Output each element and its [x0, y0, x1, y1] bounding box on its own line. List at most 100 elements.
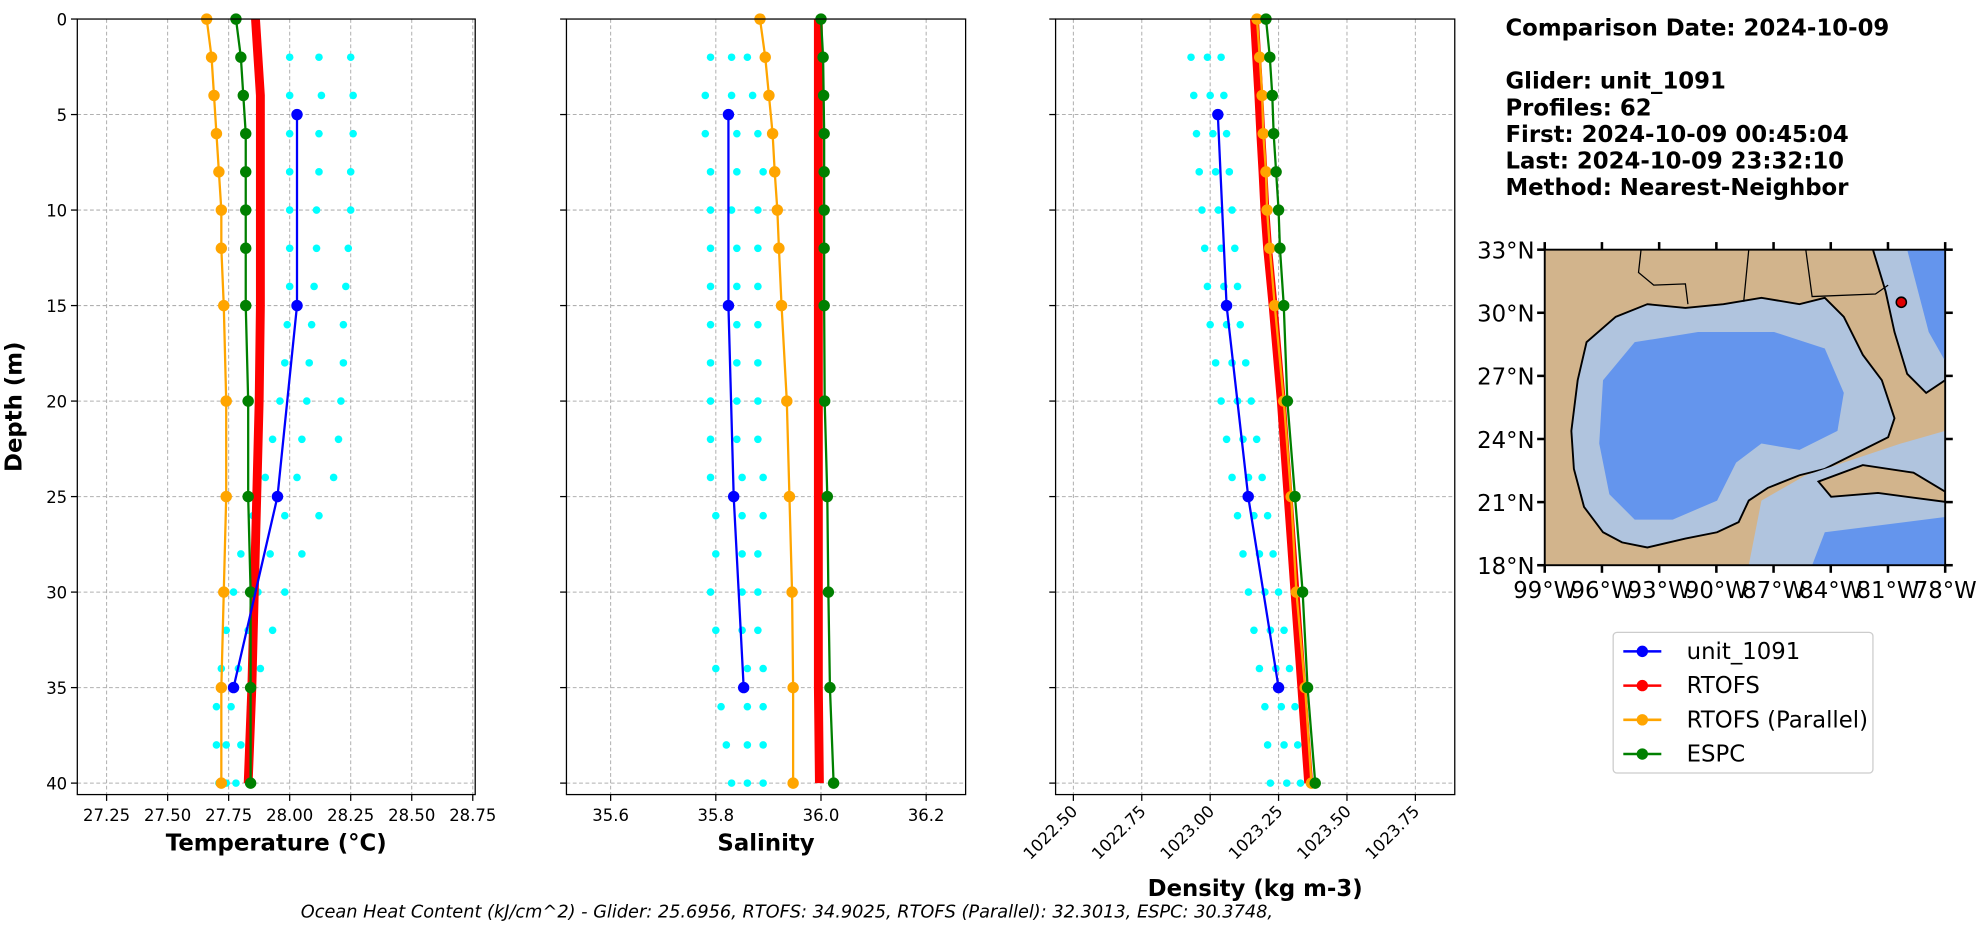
- x-tick-label: 28.50: [388, 806, 435, 825]
- glider-obs: [334, 435, 343, 444]
- glider-obs: [733, 129, 741, 138]
- glider-obs: [743, 779, 752, 787]
- series-marker: [240, 299, 252, 312]
- glider-obs: [285, 129, 294, 138]
- info-line: First: 2024-10-09 00:45:04: [1505, 122, 1848, 148]
- series-marker: [215, 681, 228, 694]
- glider-obs: [1293, 741, 1302, 749]
- glider-obs: [1203, 282, 1212, 291]
- glider-obs: [733, 168, 741, 176]
- info-line: Comparison Date: 2024-10-09: [1505, 16, 1889, 42]
- glider-obs: [1277, 702, 1286, 711]
- series-marker: [824, 681, 836, 694]
- glider-obs: [349, 91, 357, 100]
- glider-obs: [1217, 397, 1225, 405]
- glider-obs: [1222, 129, 1231, 138]
- glider-obs: [1241, 359, 1250, 367]
- glider-obs: [285, 53, 294, 62]
- glider-obs: [717, 702, 725, 711]
- glider-obs: [727, 779, 736, 787]
- series-marker: [271, 490, 284, 503]
- glider-obs: [706, 473, 715, 482]
- series-marker: [763, 89, 775, 102]
- glider-obs: [339, 359, 348, 367]
- series-marker: [1274, 242, 1286, 254]
- legend-marker: [1636, 679, 1649, 692]
- y-tick-label: 10: [46, 201, 67, 220]
- glider-obs: [315, 53, 323, 62]
- series-marker: [1270, 166, 1282, 178]
- x-tick-label: 28.75: [449, 806, 496, 825]
- glider-obs: [266, 550, 274, 558]
- legend-label: RTOFS: [1687, 673, 1760, 699]
- series-marker: [822, 586, 835, 598]
- legend-label: ESPC: [1687, 742, 1746, 768]
- series-marker: [1256, 89, 1268, 102]
- glider-obs: [1291, 702, 1299, 711]
- glider-obs: [759, 702, 767, 711]
- glider-obs: [754, 359, 762, 367]
- glider-obs: [285, 206, 294, 214]
- glider-obs: [1280, 741, 1288, 749]
- series-marker: [205, 51, 218, 63]
- series-marker: [1267, 127, 1280, 140]
- series-marker: [818, 395, 831, 407]
- series-marker: [1220, 299, 1233, 312]
- glider-obs: [738, 473, 746, 482]
- series-marker: [827, 777, 840, 789]
- footer: Ocean Heat Content (kJ/cm^2) - Glider: 2…: [301, 902, 1273, 922]
- y-tick-label: 15: [46, 297, 67, 316]
- glider-obs: [293, 473, 301, 482]
- glider-obs: [743, 741, 752, 749]
- map-base: [1544, 249, 1946, 566]
- glider-obs: [759, 511, 767, 520]
- glider-obs: [1233, 282, 1242, 291]
- glider-obs: [310, 282, 318, 291]
- x-tick-label: 28.25: [327, 806, 374, 825]
- glider-obs: [285, 282, 294, 291]
- glider-obs: [1203, 53, 1212, 62]
- glider-obs: [256, 664, 265, 673]
- glider-obs: [706, 53, 715, 62]
- glider-obs: [283, 320, 292, 329]
- glider-obs: [298, 550, 306, 558]
- glider-obs: [754, 282, 762, 291]
- glider-obs: [342, 282, 350, 291]
- glider-obs: [759, 168, 767, 176]
- series-marker: [727, 490, 740, 503]
- map-lon-label: 87°W: [1742, 578, 1805, 604]
- info-line: Profiles: 62: [1505, 95, 1651, 121]
- map-lat-label: 18°N: [1477, 554, 1534, 580]
- series-marker: [818, 204, 830, 216]
- series-marker: [769, 166, 781, 178]
- glider-obs: [1274, 588, 1283, 596]
- series-marker: [1296, 586, 1309, 598]
- glider-obs: [1200, 244, 1209, 253]
- glider-obs: [349, 129, 357, 138]
- x-axis-label: Density (kg m-3): [1148, 876, 1363, 902]
- map-lon-label: 84°W: [1799, 578, 1862, 604]
- series-marker: [1257, 127, 1269, 140]
- borders: [1805, 249, 1889, 298]
- glider-obs: [346, 53, 355, 62]
- x-axis-label: Salinity: [717, 830, 814, 856]
- glider-obs: [759, 664, 767, 673]
- glider-obs: [285, 244, 294, 253]
- series-marker: [1266, 89, 1278, 102]
- legend-label: RTOFS (Parallel): [1687, 707, 1868, 733]
- x-tick-label: 28.00: [266, 806, 313, 825]
- series-marker: [227, 681, 240, 694]
- glider-obs: [1296, 779, 1305, 787]
- glider-obs: [337, 397, 345, 405]
- glider-obs: [1211, 359, 1220, 367]
- x-tick-label: 1022.50: [1020, 802, 1082, 864]
- series-marker: [242, 395, 254, 407]
- glider-obs: [1211, 168, 1220, 176]
- glider-obs: [305, 359, 314, 367]
- glider-obs: [298, 435, 306, 444]
- glider-obs: [285, 168, 294, 176]
- glider-obs: [1280, 626, 1288, 635]
- legend-marker: [1636, 714, 1649, 726]
- glider-obs: [1269, 550, 1277, 558]
